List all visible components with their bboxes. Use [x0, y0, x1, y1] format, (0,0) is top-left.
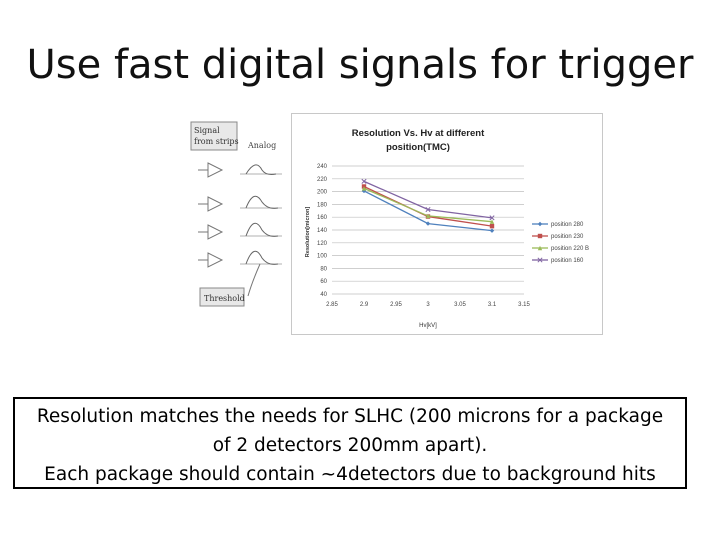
summary-line-1: Resolution matches the needs for SLHC (2…: [36, 406, 664, 427]
x-tick-label: 3.15: [518, 302, 530, 308]
summary-textbox: Resolution matches the needs for SLHC (2…: [13, 397, 687, 489]
legend-label: position 160: [551, 258, 584, 264]
data-point: [489, 228, 495, 233]
data-point: [425, 206, 431, 213]
comparator-2: [198, 195, 282, 212]
threshold-label: Threshold: [204, 294, 245, 303]
signal-label-box: [190, 121, 238, 151]
threshold-line: [247, 263, 261, 297]
data-point: [537, 257, 543, 263]
x-tick-label: 3.1: [488, 302, 497, 308]
data-point: [489, 223, 495, 229]
resolution-chart: Resolution Vs. Hv at different position(…: [291, 113, 603, 335]
x-tick-label: 3.05: [454, 302, 466, 308]
data-point: [361, 186, 367, 191]
chart-title-line2: position(TMC): [386, 142, 450, 153]
y-tick-label: 180: [317, 202, 328, 208]
y-tick-label: 120: [317, 241, 328, 247]
slide-title: Use fast digital signals for trigger: [26, 42, 694, 88]
comparator-4: [198, 250, 282, 268]
strips-label: from strips: [194, 137, 239, 146]
y-tick-label: 80: [320, 266, 327, 272]
legend-label: position 230: [551, 234, 584, 240]
comparator-3: [198, 222, 282, 240]
data-point: [537, 233, 543, 239]
y-tick-label: 240: [317, 164, 328, 170]
y-tick-label: 100: [317, 254, 328, 260]
legend-label: position 220 B: [551, 246, 589, 252]
y-tick-label: 140: [317, 228, 328, 234]
data-point: [425, 221, 431, 226]
data-point: [537, 221, 543, 227]
y-tick-label: 160: [317, 215, 328, 221]
x-tick-label: 2.85: [326, 302, 338, 308]
data-point: [489, 215, 495, 221]
threshold-label-box: [199, 287, 245, 307]
chart-title-line1: Resolution Vs. Hv at different: [352, 128, 485, 139]
data-point: [489, 219, 495, 224]
x-tick-label: 2.95: [390, 302, 402, 308]
y-tick-label: 60: [320, 279, 327, 285]
x-tick-label: 3: [426, 302, 430, 308]
legend-label: position 280: [551, 222, 584, 228]
y-tick-label: 220: [317, 177, 328, 183]
summary-line-2: of 2 detectors 200mm apart).: [212, 435, 488, 456]
y-axis-label: Resolution[micron]: [305, 207, 311, 258]
series-line: [363, 180, 493, 219]
summary-line-3: Each package should contain ~4detectors …: [44, 464, 656, 485]
data-point: [361, 178, 367, 184]
data-point: [537, 245, 543, 251]
comparator-1: [198, 162, 282, 178]
analog-label: Analog: [247, 141, 276, 150]
y-tick-label: 200: [317, 190, 328, 196]
signal-schematic: Signal from strips Analog Threshold: [190, 121, 282, 307]
y-tick-label: 40: [320, 292, 327, 298]
data-point: [425, 213, 431, 219]
x-axis-label: Hv[kV]: [419, 323, 437, 329]
signal-label: Signal: [194, 126, 220, 135]
x-tick-label: 2.9: [360, 302, 369, 308]
